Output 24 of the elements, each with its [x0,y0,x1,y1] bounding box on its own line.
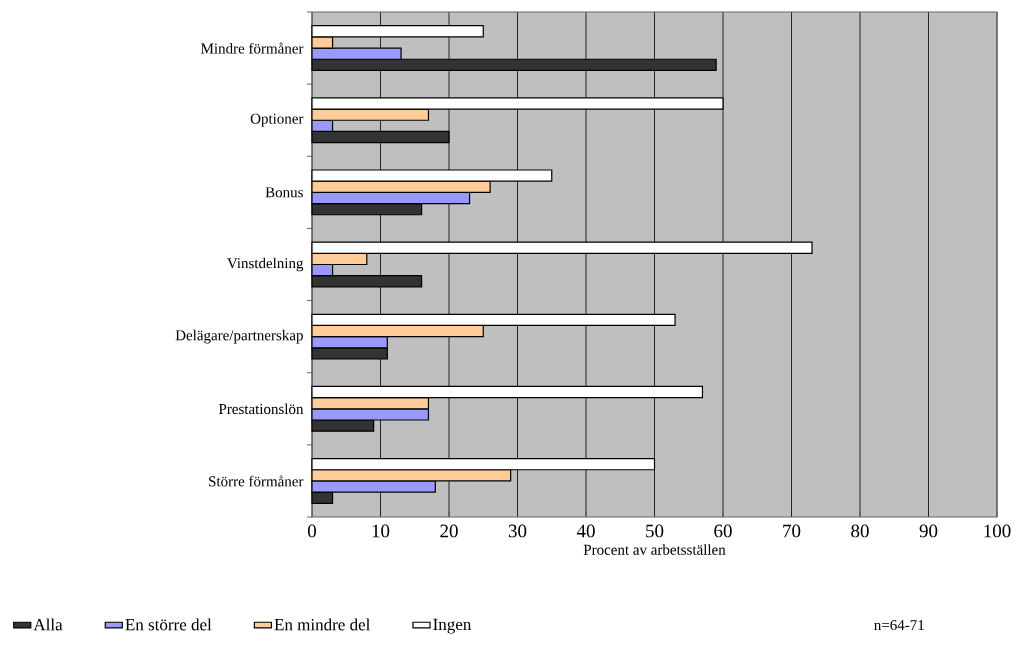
y-tick-label: Mindre förmåner [201,42,304,54]
legend-label: Alla [33,618,63,631]
x-tick-label: 20 [440,524,458,538]
y-tick-label: Vinstdelning [227,257,304,272]
y-tick-label: Optioner [250,113,304,127]
x-tick-label: 10 [372,524,390,538]
x-tick-label: 70 [783,524,801,538]
x-tick-label: 40 [576,524,595,538]
x-tick-label: 90 [919,524,938,538]
legend-label: En mindre del [274,618,371,631]
x-tick-label: 50 [646,524,664,538]
x-axis-title: Procent av arbetsställen [583,544,726,555]
x-tick-label: 60 [714,524,732,538]
x-tick-label: 100 [984,524,1011,538]
legend-label: En större del [125,618,212,631]
y-tick-label: Större förmåner [209,475,304,487]
legend-label: Ingen [433,618,472,634]
text: n=64-71 [874,620,924,631]
x-tick-label: 0 [307,524,317,538]
y-tick-label: Prestationslön [218,403,304,415]
x-tick-label: 80 [851,524,869,538]
y-tick-label: Bonus [265,187,303,198]
x-tick-label: 30 [508,524,527,538]
y-tick-label: Delägare/partnerskap [175,329,303,344]
